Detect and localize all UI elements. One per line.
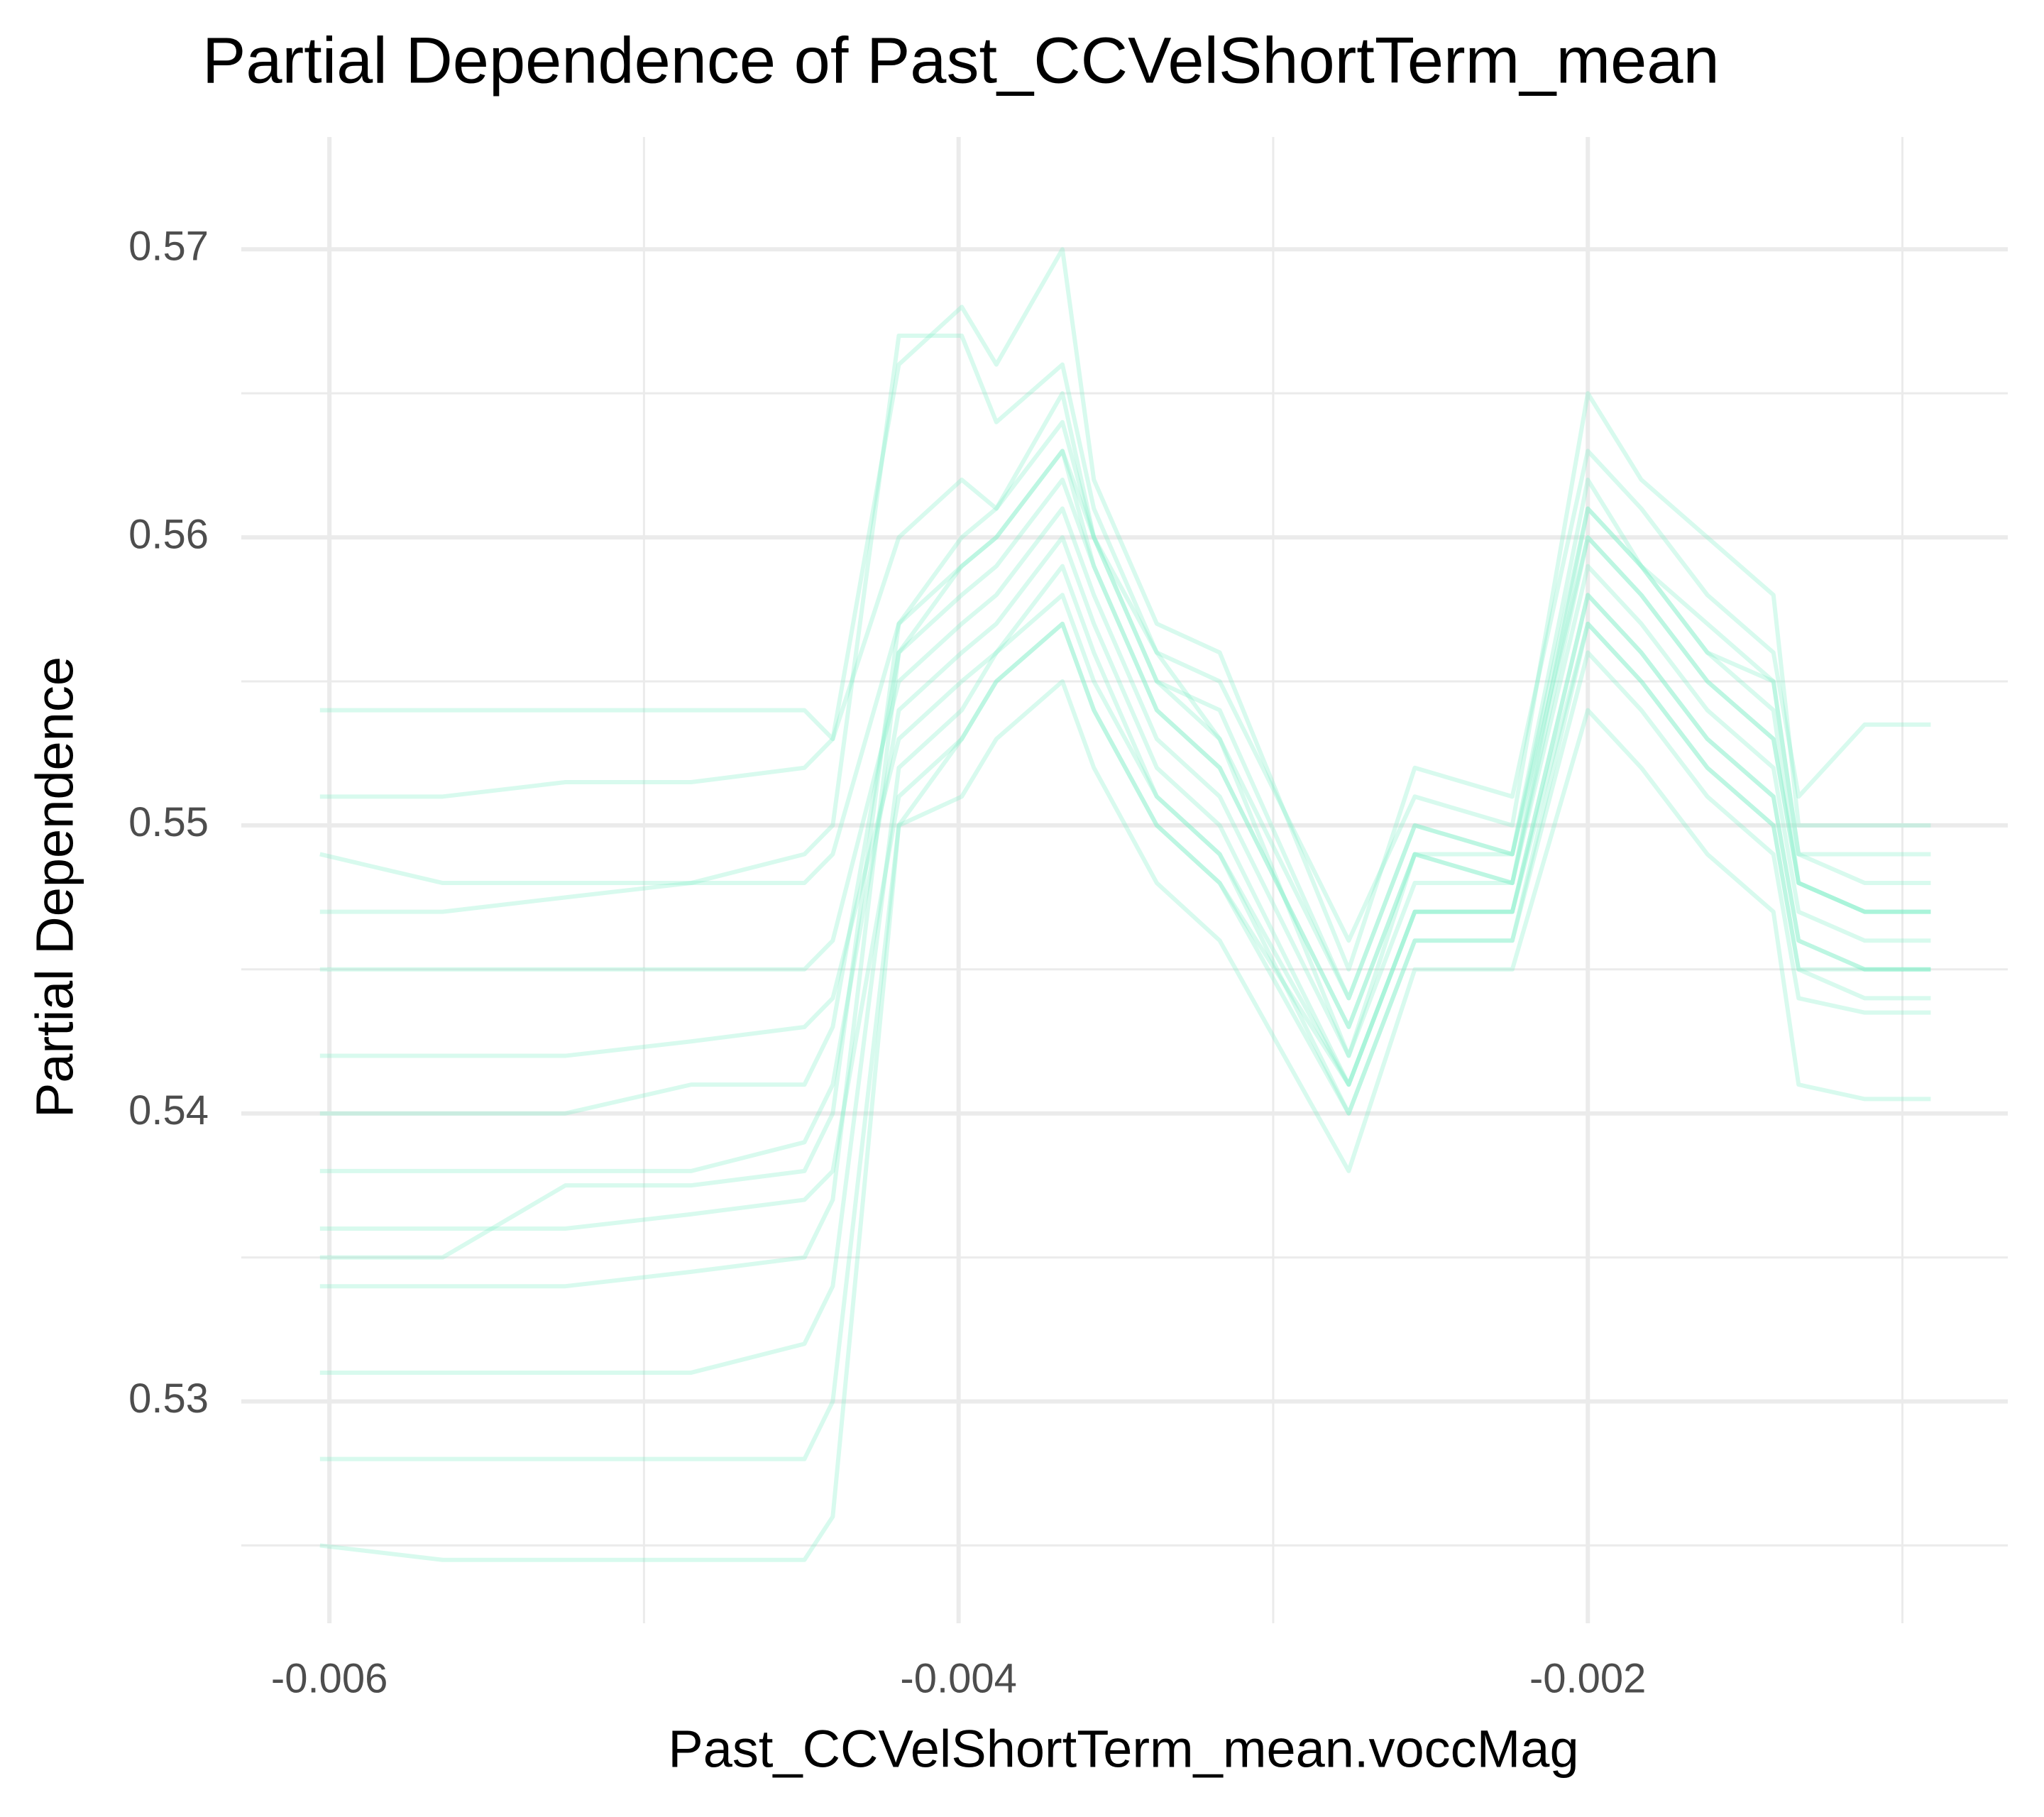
y-tick-label: 0.55 xyxy=(128,799,209,845)
ice-line xyxy=(319,564,1931,1087)
ice-line xyxy=(319,593,1931,1375)
ice-line xyxy=(319,621,1931,1461)
x-tick-label: -0.006 xyxy=(271,1655,388,1701)
ice-line xyxy=(319,621,1931,1231)
ice-line xyxy=(319,506,1931,1058)
y-tick-label: 0.56 xyxy=(128,511,209,557)
ice-line xyxy=(319,535,1931,1173)
chart-title: Partial Dependence of Past_CCVelShortTer… xyxy=(202,24,1720,97)
y-tick-label: 0.54 xyxy=(128,1087,209,1133)
x-axis-title: Past_CCVelShortTerm_mean.voccMag xyxy=(668,1720,1578,1779)
y-tick-label: 0.53 xyxy=(128,1376,209,1422)
ice-line xyxy=(319,391,1931,1001)
ice-line xyxy=(319,419,1931,1260)
x-tick-label: -0.004 xyxy=(900,1655,1016,1701)
ice-line xyxy=(319,477,1931,1116)
ice-line xyxy=(319,449,1931,1029)
y-axis-title: Partial Dependence xyxy=(26,657,84,1118)
ice-line xyxy=(319,449,1931,1289)
x-tick-label: -0.002 xyxy=(1529,1655,1646,1701)
ice-line xyxy=(319,247,1931,972)
y-tick-label: 0.57 xyxy=(128,224,209,270)
ice-line xyxy=(319,334,1931,943)
ice-line xyxy=(319,679,1931,1562)
